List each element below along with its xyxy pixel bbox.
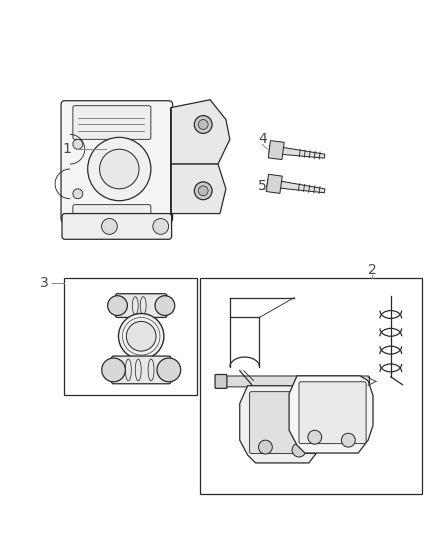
FancyBboxPatch shape: [220, 376, 370, 387]
Circle shape: [102, 219, 117, 235]
Polygon shape: [269, 146, 325, 158]
Circle shape: [153, 219, 169, 235]
Polygon shape: [171, 164, 226, 214]
Circle shape: [102, 358, 125, 382]
Polygon shape: [268, 141, 284, 159]
Polygon shape: [171, 100, 230, 164]
FancyBboxPatch shape: [73, 106, 151, 139]
Circle shape: [119, 313, 164, 359]
Bar: [200, 278, 422, 494]
FancyBboxPatch shape: [112, 356, 171, 384]
Text: 5: 5: [258, 179, 267, 193]
FancyBboxPatch shape: [116, 294, 167, 318]
Bar: [64, 278, 197, 394]
Circle shape: [73, 139, 83, 149]
Circle shape: [198, 119, 208, 130]
Circle shape: [108, 296, 127, 316]
Circle shape: [308, 430, 321, 444]
Circle shape: [99, 149, 139, 189]
Circle shape: [198, 186, 208, 196]
FancyBboxPatch shape: [61, 101, 173, 222]
Text: 3: 3: [40, 276, 49, 290]
Polygon shape: [266, 174, 282, 193]
Circle shape: [258, 440, 272, 454]
Circle shape: [155, 296, 175, 316]
Polygon shape: [267, 179, 325, 193]
Polygon shape: [240, 386, 324, 463]
Text: 1: 1: [63, 142, 71, 156]
FancyBboxPatch shape: [62, 214, 172, 239]
Circle shape: [73, 189, 83, 199]
FancyBboxPatch shape: [73, 205, 151, 223]
Text: 2: 2: [367, 263, 376, 277]
Text: 4: 4: [258, 132, 267, 147]
Circle shape: [342, 433, 355, 447]
FancyBboxPatch shape: [250, 392, 317, 454]
Circle shape: [194, 116, 212, 133]
Circle shape: [88, 138, 151, 201]
Circle shape: [127, 321, 156, 351]
Polygon shape: [289, 376, 373, 453]
Circle shape: [157, 358, 181, 382]
FancyBboxPatch shape: [299, 382, 366, 443]
Circle shape: [194, 182, 212, 200]
Circle shape: [292, 443, 306, 457]
FancyBboxPatch shape: [215, 375, 227, 389]
